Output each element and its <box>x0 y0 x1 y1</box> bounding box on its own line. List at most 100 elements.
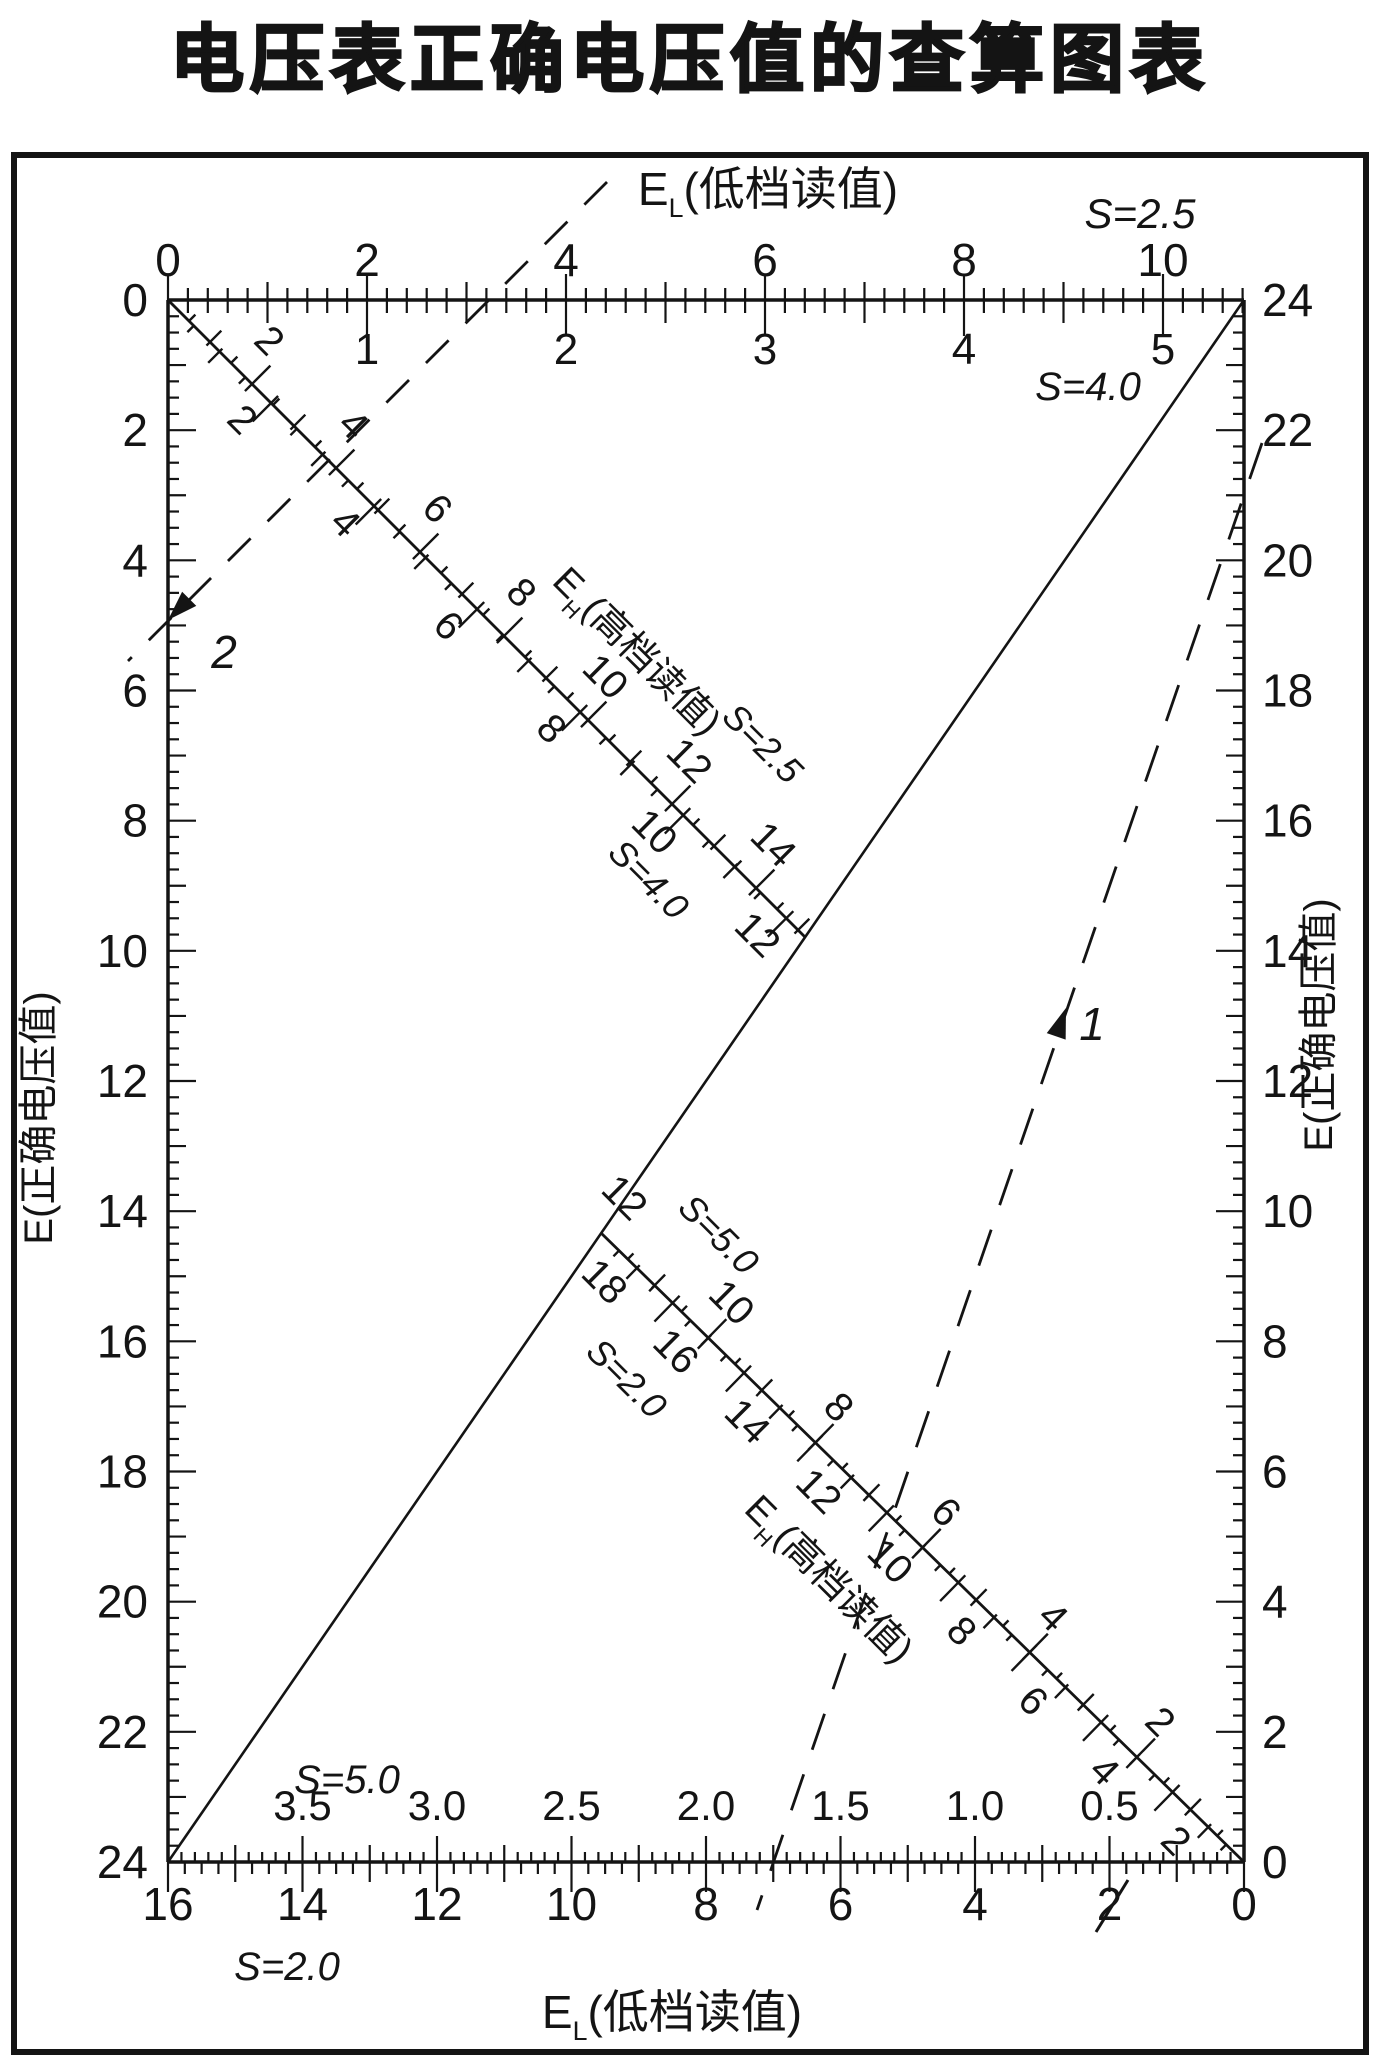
upper-eh-tick-above <box>440 565 449 574</box>
upper-eh-tick-below <box>701 840 710 849</box>
bottom-axis-secondary-tick-label: 1.0 <box>946 1782 1004 1829</box>
lower-eh-tick-below <box>939 1574 967 1602</box>
bottom-axis: 16 14 12 10 8 6 4 2 03.5 3.0 2.5 2.0 1.5 1.0 0.5EL(低档读… <box>142 1758 1256 2046</box>
right-axis-tick-label: 8 <box>1262 1315 1288 1367</box>
upper-eh-tick-below <box>310 450 327 467</box>
lower-eh-above-tick-label: 2 <box>1137 1699 1184 1746</box>
upper-eh-tick-below <box>767 910 795 938</box>
bottom-axis-scale-factor-label: S=2.0 <box>234 1945 340 1989</box>
example-line-2-arrow <box>168 591 197 620</box>
upper-eh-above-tick-label: 4 <box>330 401 377 448</box>
upper-eh-tick-above <box>524 649 533 658</box>
example-line-1-label: 1 <box>1079 998 1105 1050</box>
top-axis-secondary-tick-label: 5 <box>1151 325 1175 374</box>
lower-eh-tick-above <box>948 1567 956 1575</box>
top-axis-tick-label: 10 <box>1137 234 1188 286</box>
upper-eh-below-tick-label: 2 <box>219 396 266 443</box>
lower-eh-tick-above <box>680 1305 688 1313</box>
lower-eh-tick-below <box>826 1459 835 1467</box>
bottom-axis-tick-label: 10 <box>546 1878 597 1930</box>
upper-eh-tick-below <box>560 704 589 732</box>
bottom-axis-secondary-tick-label: 3.5 <box>273 1782 331 1829</box>
example-line-1: 1 <box>755 442 1264 1911</box>
label-rest: (低档读值) <box>683 163 898 215</box>
bottom-axis-secondary-tick-label: 3.0 <box>408 1782 466 1829</box>
lower-eh-above-tick-label: 10 <box>700 1271 763 1334</box>
lower-eh-tick-below <box>1125 1753 1141 1769</box>
top-axis-tick-label: 4 <box>553 234 579 286</box>
lower-eh-tick-below <box>1082 1714 1110 1742</box>
lower-eh-tick-below <box>839 1473 855 1490</box>
lower-eh-tick-below <box>768 1404 784 1420</box>
upper-eh-tick-below <box>457 601 486 629</box>
label-base: E <box>638 163 669 215</box>
upper-eh-tick-above <box>650 775 659 784</box>
lower-eh-tick-below <box>1010 1644 1038 1672</box>
upper-eh-tick-below <box>392 530 401 540</box>
lower-eh-tick-below <box>625 1264 641 1280</box>
upper-eh-tick-above <box>709 833 727 851</box>
upper-eh-below-tick-label: 6 <box>425 602 472 649</box>
upper-eh-tick-above <box>608 733 617 742</box>
left-axis-tick-label: 2 <box>122 404 148 456</box>
lower-eh-above-tick-label: 4 <box>1029 1594 1076 1641</box>
upper-eh-tick-above <box>272 397 281 406</box>
left-axis-tick-label: 8 <box>122 795 148 847</box>
upper-eh-tick-above <box>314 439 323 448</box>
upper-eh-tick-below <box>207 347 224 364</box>
right-axis-tick-label: 18 <box>1262 665 1313 717</box>
top-axis-secondary-tick-label: 2 <box>554 325 578 374</box>
top-axis-secondary-tick-label: 4 <box>952 325 976 374</box>
lower-eh-tick-above <box>1002 1619 1010 1627</box>
upper-eh-above-tick-label: 12 <box>658 730 721 793</box>
upper-eh-tick-above <box>328 448 356 476</box>
lower-eh-tick-above <box>626 1252 635 1260</box>
upper-eh-tick-above <box>356 481 365 490</box>
lower-eh-tick-below <box>719 1354 728 1362</box>
top-axis-secondary-tick-label: 3 <box>753 325 777 374</box>
lower-eh-tick-above <box>1162 1776 1171 1785</box>
lower-eh-above-tick-label: 6 <box>922 1489 969 1536</box>
right-axis-tick-label: 14 <box>1262 925 1313 977</box>
label-subscript: L <box>669 193 684 223</box>
bottom-axis-secondary-tick-label: 2.0 <box>677 1782 735 1829</box>
lower-eh-tick-below <box>612 1249 620 1258</box>
lower-eh-below-tick-label: 16 <box>644 1320 707 1383</box>
lower-eh-tick-below <box>648 1284 656 1293</box>
left-axis-tick-label: 20 <box>97 1576 148 1628</box>
top-axis-tick-label: 0 <box>155 234 181 286</box>
top-axis-tick-label: 6 <box>752 234 778 286</box>
outer-border <box>11 152 1369 2055</box>
bottom-axis-tick-label: 0 <box>1231 1878 1257 1930</box>
upper-eh-tick-below <box>598 737 607 746</box>
upper-eh-tick-below <box>650 788 659 797</box>
bottom-axis-tick-label: 8 <box>693 1878 719 1930</box>
lower-eh-tick-above <box>894 1514 903 1523</box>
top-axis-tick-label: 2 <box>354 234 380 286</box>
lower-eh-tick-below <box>684 1319 692 1328</box>
left-axis-tick-label: 16 <box>97 1315 148 1367</box>
upper-eh-scale-line <box>167 299 807 939</box>
upper-eh-tick-below <box>663 807 692 835</box>
upper-eh-above-scale-factor-label: S=2.5 <box>715 695 812 792</box>
left-axis-tick-label: 6 <box>122 665 148 717</box>
upper-eh-tick-above <box>566 691 575 700</box>
lower-eh-below-tick-label: 8 <box>938 1608 985 1655</box>
lower-eh-tick-below <box>1219 1843 1228 1852</box>
label-base: E <box>542 1986 573 2038</box>
lower-eh-below-tick-label: 12 <box>787 1460 850 1523</box>
upper-eh-tick-below <box>354 498 382 526</box>
upper-eh-below-tick-label: 4 <box>322 499 369 546</box>
upper-eh-tick-above <box>482 607 491 616</box>
label-base: E <box>1297 1125 1341 1152</box>
upper-eh-tick-above <box>748 868 776 896</box>
lower-eh-tick-below <box>934 1564 942 1572</box>
bottom-axis-tick-label: 12 <box>411 1878 462 1930</box>
lower-eh-above-scale-factor-label: S=5.0 <box>671 1186 767 1282</box>
lower-eh-tick-below <box>796 1434 824 1463</box>
upper-eh-tick-below <box>251 395 279 423</box>
